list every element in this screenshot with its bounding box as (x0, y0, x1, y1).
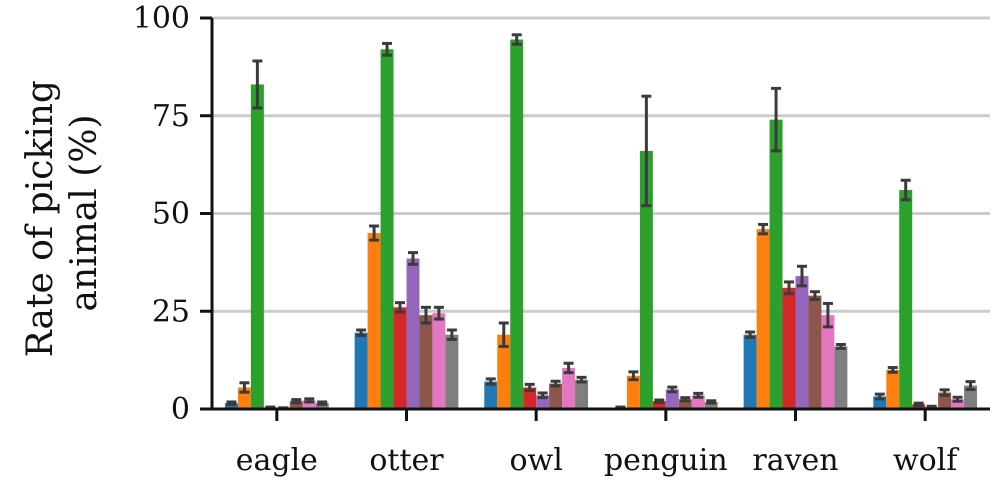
y-axis-label-line-1: Rate of picking (20, 80, 61, 357)
bar (704, 401, 718, 409)
bar (782, 287, 796, 409)
y-tick-label: 75 (152, 99, 190, 134)
x-tick-label: otter (369, 443, 444, 478)
bar (626, 375, 640, 409)
bar (808, 295, 822, 409)
x-tick-label: wolf (893, 443, 959, 478)
bar (769, 119, 783, 409)
bar (834, 346, 848, 409)
bar (523, 387, 537, 409)
bar (380, 49, 394, 409)
bar (951, 399, 965, 409)
bar (652, 401, 666, 409)
bar (289, 401, 303, 409)
bar (562, 367, 576, 409)
x-tick-labels: eagle otter owl penguin raven wolf (236, 443, 960, 478)
x-tick-label: penguin (604, 443, 728, 478)
bar (964, 385, 978, 409)
axes (200, 16, 990, 421)
y-axis-label: Rate of picking animal (%) (20, 69, 105, 358)
bar (432, 313, 446, 409)
bar (678, 399, 692, 409)
bar (639, 150, 653, 409)
y-tick-label: 100 (133, 1, 190, 36)
gridlines (212, 16, 990, 313)
bar (406, 258, 420, 409)
bar (393, 307, 407, 409)
x-tick-label: owl (509, 443, 562, 478)
bar (354, 332, 368, 409)
y-tick-label: 0 (171, 392, 190, 427)
bar (250, 84, 264, 409)
bar (899, 190, 913, 409)
bar (743, 334, 757, 409)
bar (302, 400, 316, 409)
y-tick-label: 50 (152, 197, 190, 232)
bar (224, 403, 238, 409)
x-tick-label: raven (752, 443, 838, 478)
error-bars (226, 33, 976, 411)
x-tick-label: eagle (236, 443, 318, 478)
bar (315, 403, 329, 409)
bars (224, 39, 978, 409)
bar (419, 315, 433, 409)
bar (575, 379, 589, 409)
bar (484, 381, 498, 409)
bar (821, 315, 835, 409)
y-axis-label-line-2: animal (%) (64, 114, 105, 311)
y-tick-labels: 0 25 50 75 100 (133, 1, 190, 427)
bar (549, 383, 563, 409)
bar (497, 334, 511, 409)
bar (795, 276, 809, 409)
bar (665, 389, 679, 409)
bar (756, 229, 770, 409)
bar (445, 334, 459, 409)
bar (510, 39, 524, 409)
y-tick-label: 25 (152, 294, 190, 329)
bar (886, 369, 900, 409)
bar (367, 233, 381, 409)
